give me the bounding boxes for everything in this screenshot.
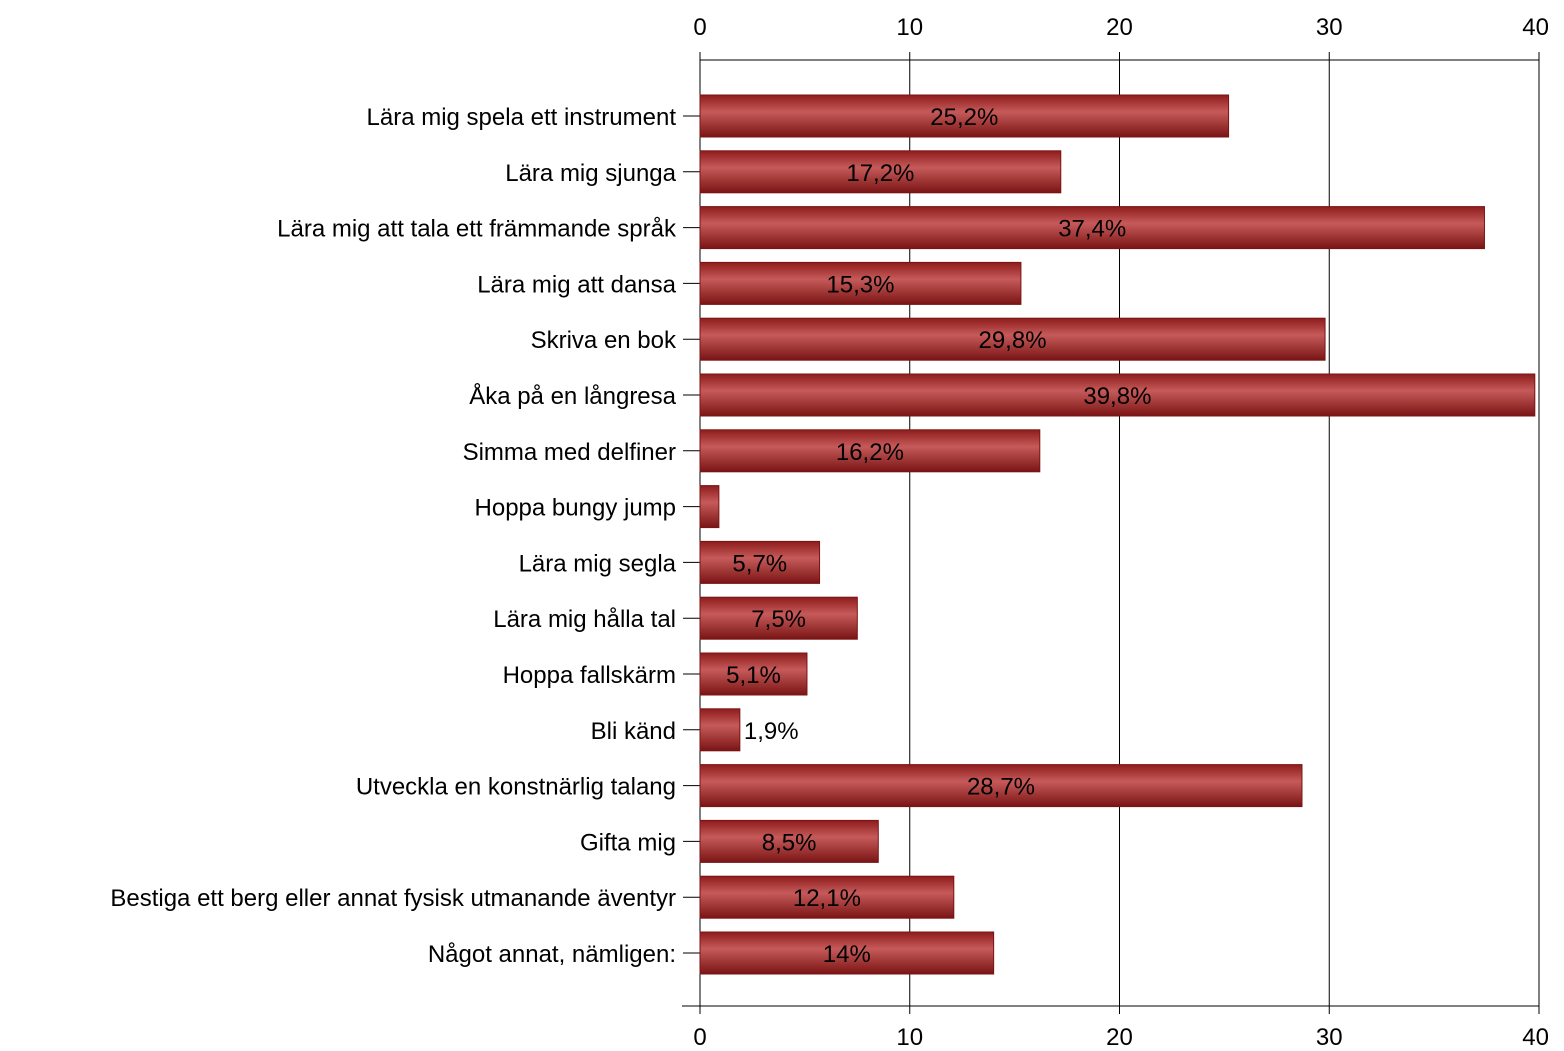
bar bbox=[699, 373, 1536, 417]
bar bbox=[699, 94, 1230, 138]
category-label: Simma med delfiner bbox=[463, 439, 676, 466]
bottom-tick-label-30: 30 bbox=[1316, 1024, 1343, 1051]
data-label: 25,2% bbox=[930, 104, 998, 131]
category-label: Lära mig sjunga bbox=[505, 160, 676, 187]
axes: 0 0 10 10 20 20 30 30 40 40 bbox=[682, 14, 1549, 1051]
bar bbox=[699, 875, 955, 919]
bar bbox=[699, 429, 1041, 473]
data-label: 14% bbox=[823, 941, 871, 968]
category-label: Hoppa bungy jump bbox=[475, 495, 676, 522]
bar bbox=[699, 206, 1485, 250]
bars bbox=[699, 94, 1536, 975]
bottom-tick-label-40: 40 bbox=[1522, 1024, 1549, 1051]
labels: Lära mig spela ett instrument 25,2% Lära m… bbox=[110, 104, 1151, 968]
data-label: 39,8% bbox=[1083, 383, 1151, 410]
data-label: 5,7% bbox=[732, 550, 787, 577]
category-label: Bli känd bbox=[591, 718, 676, 745]
category-label: Något annat, nämligen: bbox=[428, 941, 676, 968]
top-tick-label-10: 10 bbox=[896, 14, 923, 41]
bar bbox=[699, 819, 879, 863]
bottom-tick-label-10: 10 bbox=[896, 1024, 923, 1051]
category-label: Lära mig segla bbox=[519, 550, 677, 577]
top-tick-label-40: 40 bbox=[1522, 14, 1549, 41]
category-label: Utveckla en konstnärlig talang bbox=[356, 774, 676, 801]
data-label: 16,2% bbox=[836, 439, 904, 466]
bar bbox=[699, 540, 821, 584]
category-label: Åka på en långresa bbox=[469, 382, 676, 410]
data-label: 17,2% bbox=[846, 160, 914, 187]
data-label: 8,5% bbox=[762, 829, 817, 856]
bar bbox=[699, 764, 1303, 808]
bar bbox=[699, 261, 1022, 305]
bottom-tick-label-0: 0 bbox=[693, 1024, 706, 1051]
top-tick-label-30: 30 bbox=[1316, 14, 1343, 41]
data-label: 37,4% bbox=[1058, 216, 1126, 243]
data-label: 28,7% bbox=[967, 774, 1035, 801]
bar bbox=[699, 596, 858, 640]
bar bbox=[699, 317, 1326, 361]
category-label: Lära mig hålla tal bbox=[493, 606, 676, 633]
bar bbox=[699, 485, 720, 529]
category-label: Hoppa fallskärm bbox=[503, 662, 676, 689]
category-label: Gifta mig bbox=[580, 829, 676, 856]
data-label: 7,5% bbox=[751, 606, 806, 633]
data-label: 5,1% bbox=[726, 662, 781, 689]
bar bbox=[699, 931, 995, 975]
bar bbox=[699, 708, 741, 752]
bar bbox=[699, 652, 808, 696]
bottom-tick-label-20: 20 bbox=[1106, 1024, 1133, 1051]
category-label: Skriva en bok bbox=[531, 327, 677, 354]
bar bbox=[699, 150, 1062, 194]
data-label: 12,1% bbox=[793, 885, 861, 912]
gridlines bbox=[699, 60, 1540, 1006]
category-label: Bestiga ett berg eller annat fysisk utma… bbox=[110, 885, 676, 912]
category-label: Lära mig spela ett instrument bbox=[367, 104, 677, 131]
data-label: 29,8% bbox=[978, 327, 1046, 354]
category-label: Lära mig att tala ett främmande språk bbox=[277, 216, 677, 243]
data-label: 1,9% bbox=[744, 718, 799, 745]
category-label: Lära mig att dansa bbox=[477, 271, 676, 298]
top-tick-label-20: 20 bbox=[1106, 14, 1133, 41]
data-label: 15,3% bbox=[826, 271, 894, 298]
top-tick-label-0: 0 bbox=[693, 14, 706, 41]
